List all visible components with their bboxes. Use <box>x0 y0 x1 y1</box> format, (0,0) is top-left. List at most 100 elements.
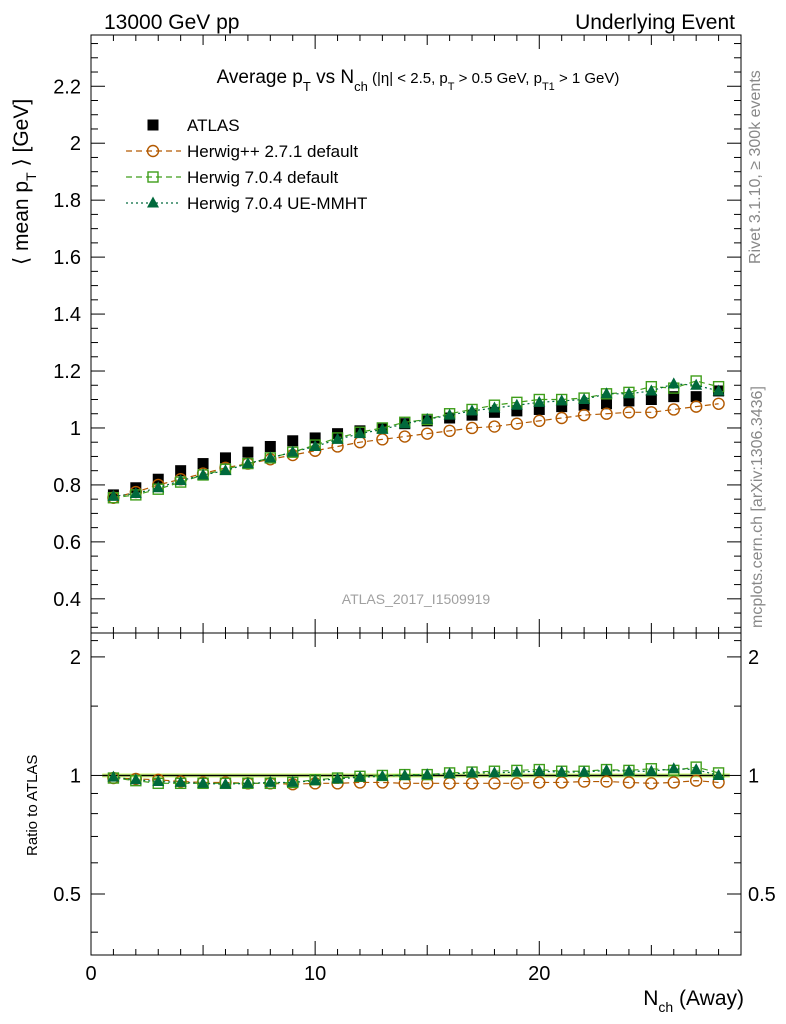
series-line <box>113 380 719 499</box>
data-point <box>690 378 703 390</box>
y-tick-label: 1 <box>70 418 81 440</box>
data-point <box>398 430 411 443</box>
xlabel-sub: ch <box>658 999 673 1015</box>
data-point <box>645 393 657 405</box>
title-sub-3: T <box>448 81 455 93</box>
ratio-point <box>219 777 232 789</box>
ratio-point <box>398 768 411 780</box>
data-point <box>152 481 165 493</box>
ratio-point <box>286 775 299 787</box>
ratio-point <box>107 770 120 782</box>
analysis-watermark: ATLAS_2017_I1509919 <box>342 591 491 607</box>
ratio-point <box>421 768 434 780</box>
legend-marker <box>146 144 160 158</box>
header-left: 13000 GeV pp <box>104 11 239 34</box>
ratio-point <box>645 777 658 790</box>
ratio-point <box>533 776 546 789</box>
data-point <box>465 421 479 435</box>
y-tick-label: 1.8 <box>53 190 81 212</box>
y-tick-label: 1.4 <box>53 304 81 326</box>
data-point <box>600 407 613 420</box>
data-point <box>511 405 523 417</box>
ratio-point <box>667 776 680 789</box>
data-point <box>174 474 187 486</box>
data-point <box>578 392 591 404</box>
data-point <box>242 446 254 458</box>
data-series <box>107 375 725 791</box>
title-sub-2: ch <box>354 79 368 94</box>
data-point <box>712 397 725 410</box>
legend-marker <box>147 171 159 183</box>
y-tick-label: 0.4 <box>53 589 81 611</box>
y-tick-label: 2.2 <box>53 76 81 98</box>
title-sub-1: T <box>303 79 311 94</box>
y-tick-label: 2 <box>70 133 81 155</box>
data-point <box>510 398 523 410</box>
xlabel-a: N <box>643 987 658 1010</box>
data-point <box>197 468 210 480</box>
ratio-tick-label-right: 0.5 <box>748 884 776 906</box>
data-point <box>219 452 231 464</box>
data-point <box>309 432 321 444</box>
ratio-point <box>555 776 568 789</box>
title-part-5: > 1 GeV) <box>555 70 620 87</box>
title-part-3: (|η| < 2.5, p <box>368 70 448 87</box>
y-tick-label: 0.8 <box>53 475 81 497</box>
data-point <box>533 403 545 415</box>
data-point <box>488 401 501 413</box>
y-tick-label: 0.6 <box>53 532 81 554</box>
data-point <box>309 439 322 451</box>
ratio-point <box>174 775 187 787</box>
x-axis-label: Nch (Away) <box>643 987 744 1015</box>
legend-label: ATLAS <box>187 116 240 135</box>
data-point <box>443 424 456 438</box>
data-point <box>241 457 254 469</box>
y-tick-label: 1.2 <box>53 361 81 383</box>
data-point <box>555 411 568 425</box>
data-point <box>443 408 456 420</box>
ratio-point <box>510 777 524 790</box>
data-point <box>129 486 142 498</box>
legend: ATLAS Herwig++ 2.7.1 default Herwig 7.0.4 … <box>126 116 367 213</box>
data-point <box>578 399 590 411</box>
ratio-tick-label-left: 0.5 <box>53 884 81 906</box>
series-ratio-line <box>113 768 719 785</box>
ratio-point <box>690 763 703 775</box>
data-point <box>667 403 680 416</box>
series-3 <box>107 377 725 789</box>
data-point <box>555 394 568 406</box>
ratio-point <box>510 765 523 777</box>
data-point <box>331 432 344 444</box>
data-point <box>645 406 658 419</box>
data-point <box>600 387 613 399</box>
ratio-point <box>689 774 703 787</box>
ratio-point <box>309 774 322 786</box>
data-point <box>488 420 501 433</box>
chart-title: Average pT vs Nch (|η| < 2.5, pT > 0.5 G… <box>217 67 620 94</box>
legend-entry: Herwig 7.0.4 UE-MMHT <box>126 194 367 213</box>
ratio-point <box>241 776 254 788</box>
legend-marker <box>147 119 159 131</box>
data-point <box>668 391 680 403</box>
data-point <box>175 465 187 477</box>
ratio-point <box>622 776 636 789</box>
data-point <box>577 408 591 422</box>
legend-entry: ATLAS <box>147 116 240 135</box>
ratio-point <box>533 764 546 776</box>
data-point <box>690 391 702 403</box>
title-part-2: vs N <box>311 67 354 88</box>
data-point <box>645 384 658 396</box>
xlabel-b: (Away) <box>673 987 744 1010</box>
data-point <box>197 458 209 470</box>
data-point <box>712 384 725 396</box>
series-line <box>113 403 719 499</box>
legend-label: Herwig 7.0.4 default <box>187 168 338 187</box>
data-point <box>376 422 389 434</box>
ylabel-a: ⟨ mean p <box>10 181 33 265</box>
x-tick-label: 0 <box>85 963 96 985</box>
ratio-point <box>622 764 635 776</box>
ratio-point <box>152 775 165 787</box>
y-tick-label: 1.6 <box>53 247 81 269</box>
